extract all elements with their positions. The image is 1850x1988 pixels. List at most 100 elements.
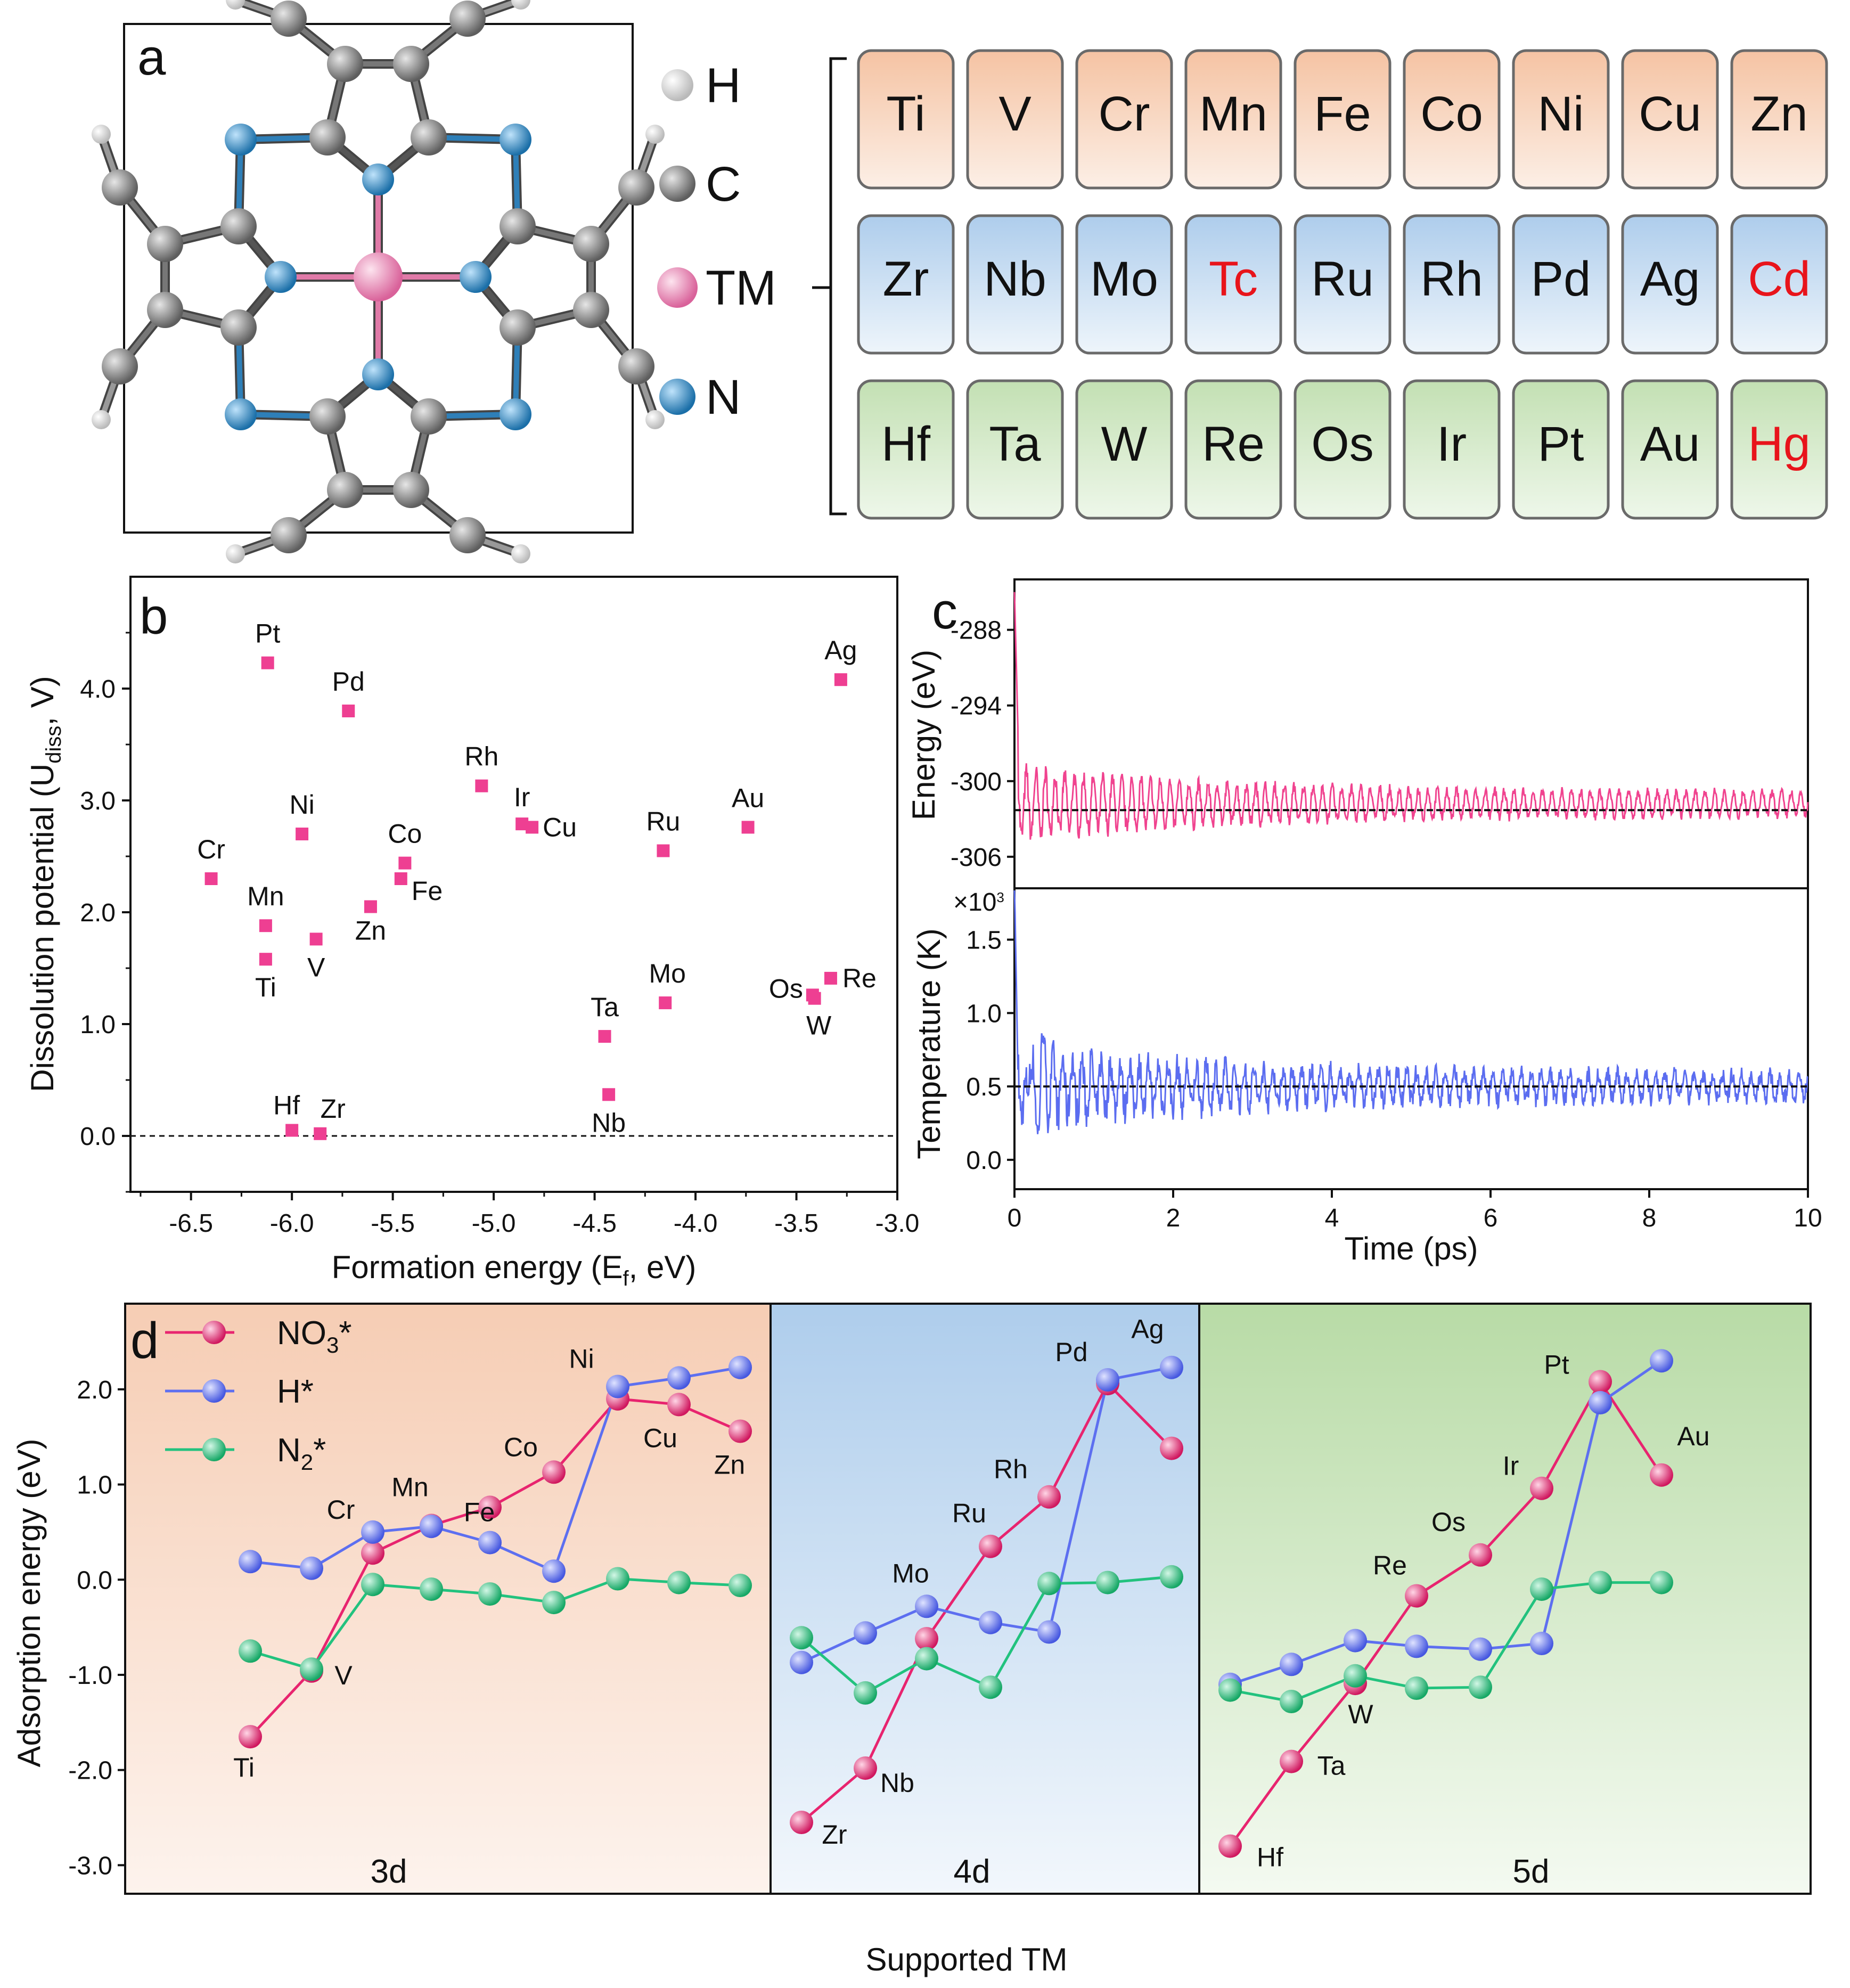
x-tick-label: -5.0 — [472, 1209, 516, 1238]
atom-legend-label: TM — [706, 261, 776, 315]
element-cell — [1294, 379, 1391, 520]
legend-marker — [202, 1379, 226, 1403]
panel-d: 2.0 1.0 0.0 -1.0 -2.0 -3.0 Ti V Cr Mn Fe Co Ni Cu Zn Z… — [11, 1303, 1812, 1977]
element-cell — [1403, 379, 1501, 520]
point-label: Cr — [327, 1495, 355, 1525]
scatter-point-label: Re — [842, 963, 877, 993]
point-label: Mo — [892, 1558, 929, 1588]
element-symbol: Cr — [1098, 87, 1150, 141]
series-marker — [1650, 1463, 1673, 1487]
series-marker — [979, 1675, 1002, 1699]
element-cell — [1512, 379, 1610, 520]
element-symbol: Ta — [989, 417, 1041, 471]
series-marker — [728, 1419, 752, 1443]
y-tick-label: -294 — [951, 692, 1002, 721]
point-label: Os — [1431, 1507, 1466, 1537]
y-tick-label: -1.0 — [68, 1662, 112, 1690]
scatter-point-label: Ir — [514, 782, 530, 812]
scatter-point-label: Ru — [646, 807, 680, 837]
element-cell — [966, 49, 1064, 190]
y-tick-label: 3.0 — [80, 787, 116, 815]
element-symbol: Zr — [883, 252, 929, 306]
n-legend-icon — [659, 379, 695, 415]
c-atom — [147, 292, 183, 328]
series-marker — [606, 1567, 629, 1591]
h-atom — [511, 544, 530, 563]
scatter-point-label: Cu — [543, 812, 577, 842]
series-marker — [1469, 1543, 1492, 1567]
element-cell — [857, 49, 955, 190]
point-label: Hf — [1257, 1843, 1283, 1872]
c-atom — [309, 398, 346, 435]
series-marker — [361, 1541, 384, 1565]
c-atom — [271, 1, 307, 37]
element-symbol: Pd — [1531, 252, 1591, 306]
group-bracket — [812, 57, 847, 516]
scatter-point — [657, 844, 670, 857]
y-tick-label: 0.0 — [80, 1123, 116, 1151]
series-marker — [361, 1520, 384, 1544]
element-symbol: Ni — [1538, 87, 1584, 141]
section-5d-bg — [1199, 1304, 1811, 1894]
element-cell — [1294, 214, 1391, 355]
scatter-point-label: Nb — [592, 1108, 626, 1138]
point-label: Pd — [1055, 1337, 1087, 1367]
series-marker — [1469, 1637, 1492, 1661]
series-marker — [239, 1639, 262, 1663]
series-marker — [300, 1556, 323, 1580]
x-tick-label: -3.5 — [774, 1209, 818, 1238]
atom-legend: HC TM N — [657, 59, 776, 424]
series-marker — [1405, 1584, 1428, 1608]
scatter-point — [475, 779, 488, 792]
n-atom — [362, 358, 394, 390]
n-atom — [500, 398, 531, 430]
series-marker — [1650, 1349, 1673, 1373]
element-cell — [1075, 379, 1173, 520]
c-legend-icon — [659, 166, 695, 202]
scatter-point-label: V — [307, 952, 325, 982]
n-atom — [460, 261, 492, 293]
c-atom — [618, 169, 654, 206]
series-marker — [1096, 1368, 1119, 1392]
scatter-point — [309, 932, 323, 946]
point-label: Cu — [643, 1423, 677, 1453]
scatter-point — [314, 1127, 327, 1140]
scatter-point-label: Fe — [412, 876, 443, 906]
tm-porphyrin-molecule — [92, 0, 665, 563]
series-marker — [1530, 1632, 1553, 1655]
element-cell — [1403, 49, 1501, 190]
series-marker — [1218, 1678, 1242, 1702]
scatter-point-label: Cr — [197, 835, 225, 864]
element-cell — [1730, 49, 1828, 190]
legend-name: NO — [277, 1315, 326, 1352]
chart-b-ticks: -6.5 -6.0 -5.5 -5.0 -4.5 -4.0 -3.5 -3.0 0.0 1.0 2.… — [80, 632, 919, 1238]
c-atom — [271, 517, 307, 553]
y-tick-label: 0.0 — [966, 1147, 1002, 1175]
element-cell — [1730, 214, 1828, 355]
scatter-point-label: Ti — [255, 972, 276, 1002]
h-atom — [645, 410, 665, 429]
c-atom — [411, 119, 447, 156]
element-cell — [1621, 49, 1719, 190]
chart-c-ticks: 0 2 4 6 8 10 -288 -294 -300 -306 0.0 0.5 1.0 1.5 — [951, 617, 1822, 1232]
energy-trace — [1013, 592, 1809, 840]
series-marker — [300, 1657, 323, 1681]
series-marker — [790, 1626, 813, 1650]
scatter-point — [342, 705, 355, 717]
y-tick-label: 2.0 — [77, 1376, 112, 1404]
y-tick-label: 1.0 — [80, 1011, 116, 1039]
y-tick-label: 0.0 — [77, 1566, 112, 1594]
atom-legend-label: N — [706, 370, 741, 424]
series-marker — [361, 1573, 384, 1597]
c-atom — [147, 226, 183, 262]
point-label: Ti — [233, 1753, 255, 1782]
legend-marker — [202, 1438, 226, 1461]
scatter-point — [261, 656, 274, 669]
y-tick-label: 1.5 — [966, 926, 1002, 954]
c-atom — [618, 348, 654, 384]
temperature-trace — [1013, 890, 1808, 1134]
series-marker — [667, 1366, 691, 1390]
n-atom — [265, 261, 297, 293]
chart-d-series — [239, 1349, 1673, 1858]
series-marker — [667, 1393, 691, 1417]
